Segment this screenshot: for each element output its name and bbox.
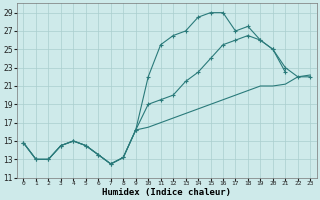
X-axis label: Humidex (Indice chaleur): Humidex (Indice chaleur) — [102, 188, 231, 197]
